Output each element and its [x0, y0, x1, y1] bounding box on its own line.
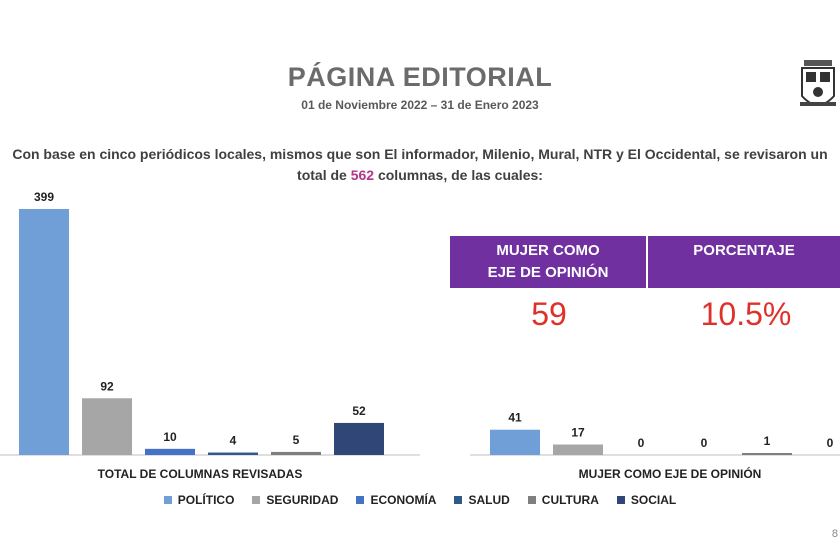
legend-item: SEGURIDAD [252, 493, 338, 507]
stat-value-women: 59 [531, 296, 567, 332]
date-range: 01 de Noviembre 2022 – 31 de Enero 2023 [301, 98, 539, 112]
category-label: MUJER COMO EJE DE OPINIÓN [579, 466, 762, 481]
legend-item: ECONOMÍA [356, 493, 436, 507]
data-label: 0 [701, 436, 708, 450]
intro-prefix: total de [297, 167, 351, 183]
intro-line-1: Con base en cinco periódicos locales, mi… [12, 146, 828, 162]
legend-swatch [163, 496, 172, 504]
bar-1-3 [145, 448, 195, 455]
data-label: 0 [827, 436, 834, 450]
legend-item: SALUD [454, 493, 510, 507]
category-label: TOTAL DE COLUMNAS REVISADAS [98, 467, 303, 481]
data-label: 399 [34, 190, 54, 204]
legend-label: SEGURIDAD [266, 493, 339, 507]
legend-label: SALUD [468, 493, 510, 507]
bar-1-6 [334, 422, 384, 455]
data-label: 4 [230, 434, 237, 448]
university-crest-icon [800, 60, 836, 106]
legend-item: POLÍTICO [163, 493, 235, 507]
stat-header-women: MUJER COMO EJE DE OPINIÓN [450, 236, 648, 288]
bar-1-2 [82, 398, 132, 455]
data-label: 52 [352, 404, 366, 418]
legend-swatch [356, 496, 365, 504]
legend-swatch [616, 496, 625, 504]
data-label: 41 [508, 411, 522, 425]
stat-header-percentage: PORCENTAJE [648, 236, 840, 288]
stat-header-women-line1: MUJER COMO [496, 242, 600, 259]
intro-suffix: columnas, de las cuales: [374, 167, 543, 183]
legend-swatch [527, 496, 536, 504]
page-title: PÁGINA EDITORIAL [287, 62, 553, 92]
chart-legend: POLÍTICO SEGURIDAD ECONOMÍA SALUD CULTURA SOC… [0, 493, 840, 507]
stats-table: MUJER COMO EJE DE OPINIÓN PORCENTAJE [450, 236, 840, 288]
bar-2-5 [742, 453, 792, 455]
intro-text: Con base en cinco periódicos locales, mi… [0, 144, 840, 186]
data-label: 17 [571, 426, 585, 440]
page-number: 8 [831, 528, 838, 540]
bar-1-5 [271, 451, 321, 455]
legend-label: POLÍTICO [177, 493, 235, 507]
intro-line-2: total de 562 columnas, de las cuales: [0, 165, 840, 186]
legend-item: SOCIAL [616, 493, 677, 507]
data-label: 0 [638, 436, 645, 450]
stat-header-women-line2: EJE DE OPINIÓN [487, 264, 609, 281]
legend-swatch [454, 496, 463, 504]
legend-item: CULTURA [527, 493, 599, 507]
legend-swatch [252, 496, 261, 504]
data-label: 92 [100, 379, 114, 393]
data-label: 1 [764, 434, 771, 448]
data-label: 10 [163, 430, 177, 444]
legend-label: CULTURA [541, 493, 599, 507]
bar-1-1 [19, 209, 69, 455]
bar-1-4 [208, 452, 258, 455]
bar-2-2 [553, 444, 603, 455]
legend-label: ECONOMÍA [370, 493, 437, 507]
legend-label: SOCIAL [630, 493, 677, 507]
stat-value-percentage: 10.5% [700, 296, 792, 332]
total-columns-highlight: 562 [350, 167, 375, 183]
data-label: 5 [293, 433, 300, 447]
bar-2-1 [490, 429, 540, 455]
